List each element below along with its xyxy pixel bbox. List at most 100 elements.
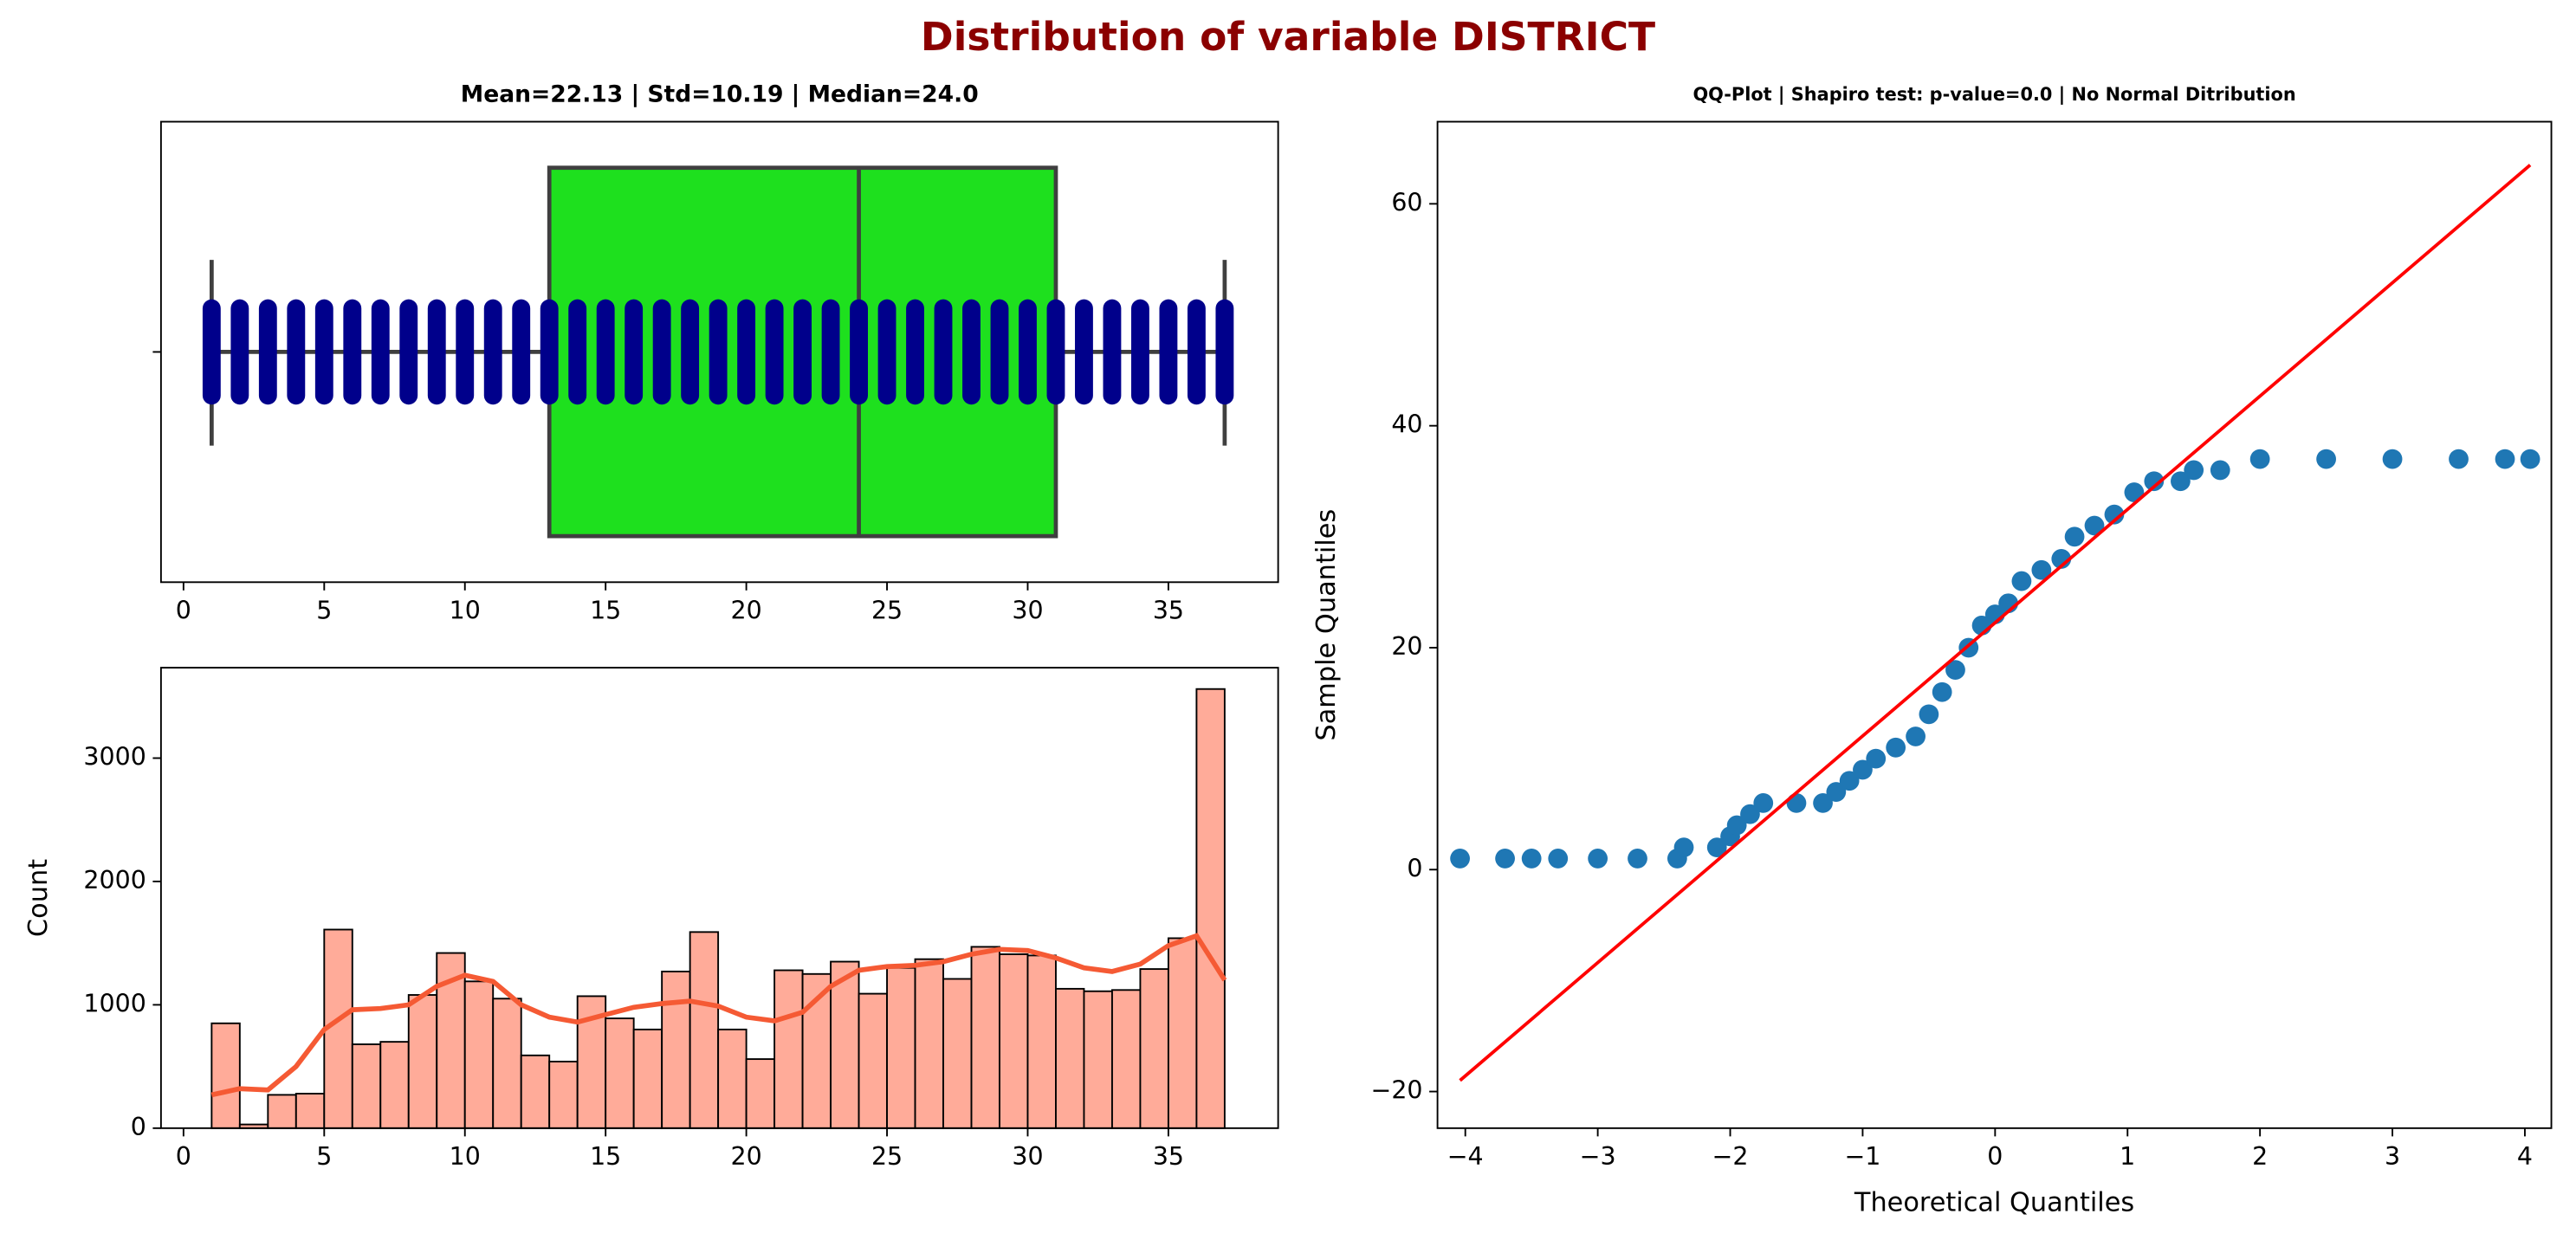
qq-title: QQ-Plot | Shapiro test: p-value=0.0 | No… xyxy=(1693,84,2295,106)
hist-bar xyxy=(999,953,1029,1129)
axes-frame xyxy=(159,120,1279,584)
strip-point xyxy=(540,299,559,405)
qq-point xyxy=(2449,449,2469,469)
hist-bar xyxy=(745,1058,776,1129)
box-title: Mean=22.13 | Std=10.19 | Median=24.0 xyxy=(461,81,979,108)
strip-point xyxy=(1103,299,1122,405)
hist-bar xyxy=(407,994,438,1129)
strip-point xyxy=(456,299,475,405)
y-axis-label: Sample Quantiles xyxy=(1311,509,1342,741)
strip-point xyxy=(399,299,418,405)
strip-point xyxy=(1131,299,1149,405)
x-tick-label: 25 xyxy=(871,596,903,624)
strip-point xyxy=(314,299,333,405)
qq-point xyxy=(2495,449,2515,469)
x-tick-label: −2 xyxy=(1712,1142,1749,1171)
qq-point xyxy=(1945,660,1965,680)
strip-point xyxy=(568,299,587,405)
strip-point xyxy=(652,299,671,405)
x-tick-label: −4 xyxy=(1447,1142,1484,1171)
hist-bar xyxy=(632,1028,663,1129)
x-tick-label: 25 xyxy=(871,1142,903,1171)
strip-point xyxy=(371,299,390,405)
x-tick-label: 4 xyxy=(2517,1142,2533,1171)
strip-point xyxy=(1046,299,1065,405)
qq-point xyxy=(1919,704,1939,725)
qq-point xyxy=(1786,792,1807,813)
strip-point xyxy=(850,299,868,405)
hist-bar xyxy=(689,931,720,1129)
hist-bar xyxy=(661,970,691,1129)
kde-line xyxy=(210,933,1227,1098)
figure-title: Distribution of variable DISTRICT xyxy=(921,14,1655,60)
strip-point xyxy=(512,299,531,405)
strip-point xyxy=(596,299,615,405)
strip-point xyxy=(343,299,362,405)
y-tick-label: 60 xyxy=(1391,188,1422,216)
strip-point xyxy=(934,299,953,405)
qq-point xyxy=(2124,482,2145,502)
strip-point xyxy=(681,299,700,405)
axes-frame xyxy=(159,667,1279,1129)
qq-point xyxy=(1588,849,1608,869)
x-tick-label: 5 xyxy=(316,596,332,624)
x-tick-label: 10 xyxy=(450,596,481,624)
hist-bar xyxy=(548,1060,579,1129)
x-tick-label: 0 xyxy=(176,596,191,624)
qq-point xyxy=(1753,792,1774,813)
qq-point xyxy=(2064,526,2085,547)
strip-point xyxy=(287,299,306,405)
qq-point xyxy=(1706,837,1727,858)
strip-point xyxy=(990,299,1009,405)
x-tick-label: 3 xyxy=(2385,1142,2400,1171)
strip-point xyxy=(962,299,981,405)
qq-point xyxy=(1886,737,1906,758)
x-tick-label: 30 xyxy=(1012,1142,1043,1171)
qq-point xyxy=(1813,792,1833,813)
x-tick-label: 0 xyxy=(176,1142,191,1171)
y-axis-label: Count xyxy=(23,859,54,937)
y-tick-label: 2000 xyxy=(83,866,146,894)
qq-point xyxy=(1866,748,1887,769)
strip-point xyxy=(1019,299,1037,405)
y-tick-label: 3000 xyxy=(83,742,146,771)
strip-point xyxy=(1075,299,1093,405)
hist-bar xyxy=(294,1093,326,1129)
qq-point xyxy=(1548,849,1569,869)
qq-point xyxy=(2210,460,2230,481)
x-tick-label: 35 xyxy=(1153,1142,1184,1171)
hist-bar xyxy=(858,992,888,1129)
qq-point xyxy=(1853,759,1873,780)
hist-bar xyxy=(351,1043,382,1129)
x-tick-label: 15 xyxy=(590,596,621,624)
hist-bar xyxy=(379,1041,410,1129)
qq-point xyxy=(1628,849,1647,869)
qq-point xyxy=(2171,471,2191,492)
hist-bar xyxy=(267,1094,297,1129)
strip-point xyxy=(483,299,502,405)
qq-point xyxy=(1740,804,1760,824)
qq-point xyxy=(2084,515,2105,536)
x-tick-label: 0 xyxy=(1987,1142,2003,1171)
qq-point xyxy=(2011,571,2032,591)
qq-point xyxy=(1673,837,1694,858)
strip-point xyxy=(202,299,221,405)
hist-bar xyxy=(773,969,804,1129)
qq-point xyxy=(2144,471,2165,492)
y-tick-label: −20 xyxy=(1371,1076,1423,1105)
qq-point xyxy=(1906,727,1926,746)
x-tick-label: 15 xyxy=(590,1142,621,1171)
qq-point xyxy=(1839,771,1860,791)
x-tick-label: −3 xyxy=(1580,1142,1616,1171)
hist-bar xyxy=(605,1017,635,1129)
x-tick-label: 30 xyxy=(1012,596,1043,624)
x-tick-label: −1 xyxy=(1844,1142,1880,1171)
hist-bar xyxy=(886,966,916,1129)
x-tick-label: 10 xyxy=(450,1142,481,1171)
hist-bar xyxy=(1026,954,1057,1129)
strip-point xyxy=(1159,299,1178,405)
strip-point xyxy=(737,299,756,405)
strip-point xyxy=(625,299,644,405)
